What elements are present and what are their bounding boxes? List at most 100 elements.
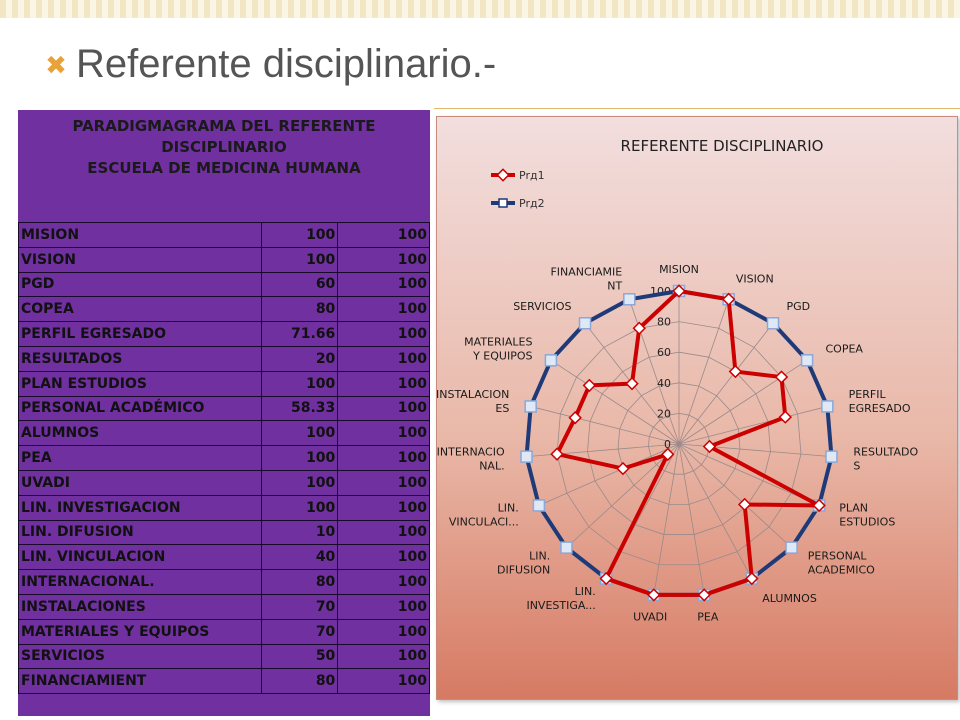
x-mark-bullet-icon: ✖ <box>45 51 67 81</box>
legend-label-2: Prд2 <box>519 197 545 210</box>
data-point-s1 <box>672 284 686 298</box>
table-row: INSTALACIONES 70 100 <box>17 593 430 620</box>
table-row: INTERNACIONAL. 80 100 <box>17 569 430 595</box>
row-label: MATERIALES Y EQUIPOS <box>17 618 263 645</box>
data-point-s1 <box>778 410 793 424</box>
series-line-1 <box>555 289 822 597</box>
row-label: LIN. INVESTIGACION <box>17 494 263 521</box>
row-label: VISION <box>17 246 263 273</box>
row-label: FINANCIAMIENT <box>17 668 263 695</box>
row-label: PLAN ESTUDIOS <box>17 370 263 397</box>
row-value-2: 100 <box>337 345 430 372</box>
grid-spoke <box>678 443 753 579</box>
data-point-s2 <box>560 541 573 554</box>
grid-spoke <box>566 443 680 548</box>
row-value-2: 100 <box>337 618 430 645</box>
table-row: MISION 100 100 <box>17 222 430 248</box>
tick-label: 60 <box>657 346 671 359</box>
grid-spoke <box>653 443 680 595</box>
grid-spoke <box>678 443 820 506</box>
row-value-1: 80 <box>261 569 339 595</box>
data-point-s1 <box>745 571 759 586</box>
legend-label-1: Prд1 <box>519 169 545 182</box>
radar-chart-panel: REFERENTE DISCIPLINARIO Prд1 Prд2 0 20 40 60 80… <box>436 116 958 700</box>
category-label: PERFIL EGRESADO <box>849 388 911 415</box>
data-point-s1 <box>737 497 752 512</box>
row-value-1: 80 <box>261 296 339 323</box>
row-value-2: 100 <box>337 668 430 695</box>
row-value-1: 10 <box>261 519 339 546</box>
data-point-s2 <box>825 450 838 463</box>
legend-marker-1 <box>496 168 510 182</box>
slide-title: Referente disciplinario.- <box>76 42 497 86</box>
row-value-1: 100 <box>261 222 339 248</box>
row-label: INSTALACIONES <box>17 593 263 620</box>
paradigmagrama-table: MISION 100 100 VISION 100 100 PGD 60 100 COPEA 80 1… <box>17 222 430 695</box>
grid-ring <box>556 321 802 566</box>
category-label: LIN. INVESTIGA... <box>526 585 595 612</box>
row-label: PEA <box>17 445 263 471</box>
row-value-2: 100 <box>337 420 430 447</box>
row-value-1: 100 <box>261 370 339 397</box>
row-value-2: 100 <box>337 569 430 595</box>
data-point-s1 <box>661 447 675 462</box>
table-row: FINANCIAMIENT 80 100 <box>17 668 430 695</box>
data-point-s1 <box>550 447 564 461</box>
data-point-s1 <box>568 410 582 425</box>
category-label: INSTALACION ES <box>437 388 509 415</box>
row-label: PGD <box>17 271 263 298</box>
data-point-s1 <box>616 461 630 476</box>
category-label: PERSONAL ACADEMICO <box>808 550 875 577</box>
row-value-1: 100 <box>261 494 339 521</box>
grid-spoke <box>538 443 680 506</box>
row-value-2: 100 <box>337 544 430 571</box>
row-value-2: 100 <box>337 469 430 496</box>
table-row: ALUMNOS 100 100 <box>17 420 430 447</box>
grid-ring <box>617 382 741 505</box>
data-point-s2 <box>532 499 546 512</box>
category-label: PLAN ESTUDIOS <box>839 501 895 528</box>
row-label: RESULTADOS <box>17 345 263 372</box>
legend-marker-2 <box>498 198 508 208</box>
data-point-s2 <box>544 354 558 367</box>
table-row: SERVICIOS 50 100 <box>17 643 430 670</box>
row-value-1: 20 <box>261 345 339 372</box>
data-point-s1 <box>582 378 597 393</box>
table-row: UVADI 100 100 <box>17 469 430 496</box>
row-value-1: 58.33 <box>261 395 339 422</box>
grid-spoke <box>678 443 705 595</box>
row-label: ALUMNOS <box>17 420 263 447</box>
row-value-1: 100 <box>261 469 339 496</box>
category-label: SERVICIOS <box>513 300 571 313</box>
table-header-line-2: DISCIPLINARIO <box>161 138 287 156</box>
row-value-2: 100 <box>337 246 430 273</box>
data-point-s2 <box>785 541 798 554</box>
row-value-1: 70 <box>261 593 339 620</box>
table-row: PEA 100 100 <box>17 445 430 471</box>
row-value-2: 100 <box>337 271 430 298</box>
tick-label: 80 <box>657 316 671 329</box>
category-label: INTERNACIO NAL. <box>437 445 505 472</box>
grid-spoke <box>678 406 828 445</box>
row-label: INTERNACIONAL. <box>17 569 263 595</box>
category-label: FINANCIAMIE NT <box>550 265 622 292</box>
data-point-s1 <box>632 321 646 335</box>
table-row: PERFIL EGRESADO 71.66 100 <box>17 321 430 347</box>
data-point-s2 <box>821 400 834 413</box>
row-value-2: 100 <box>337 321 430 347</box>
row-value-2: 100 <box>337 494 430 521</box>
category-label: COPEA <box>826 342 864 355</box>
row-value-2: 100 <box>337 643 430 670</box>
chart-title: REFERENTE DISCIPLINARIO <box>621 137 824 155</box>
data-point-s2 <box>766 317 780 330</box>
table-row: VISION 100 100 <box>17 246 430 273</box>
row-label: COPEA <box>17 296 263 323</box>
table-row: COPEA 80 100 <box>17 296 430 323</box>
category-label: RESULTADO S <box>853 445 918 472</box>
decorative-top-stripes <box>0 0 960 18</box>
grid-spoke <box>530 406 680 445</box>
grid-spoke <box>526 443 680 458</box>
row-value-1: 80 <box>261 668 339 695</box>
grid-spoke <box>678 359 808 445</box>
data-point-s2 <box>623 293 636 306</box>
